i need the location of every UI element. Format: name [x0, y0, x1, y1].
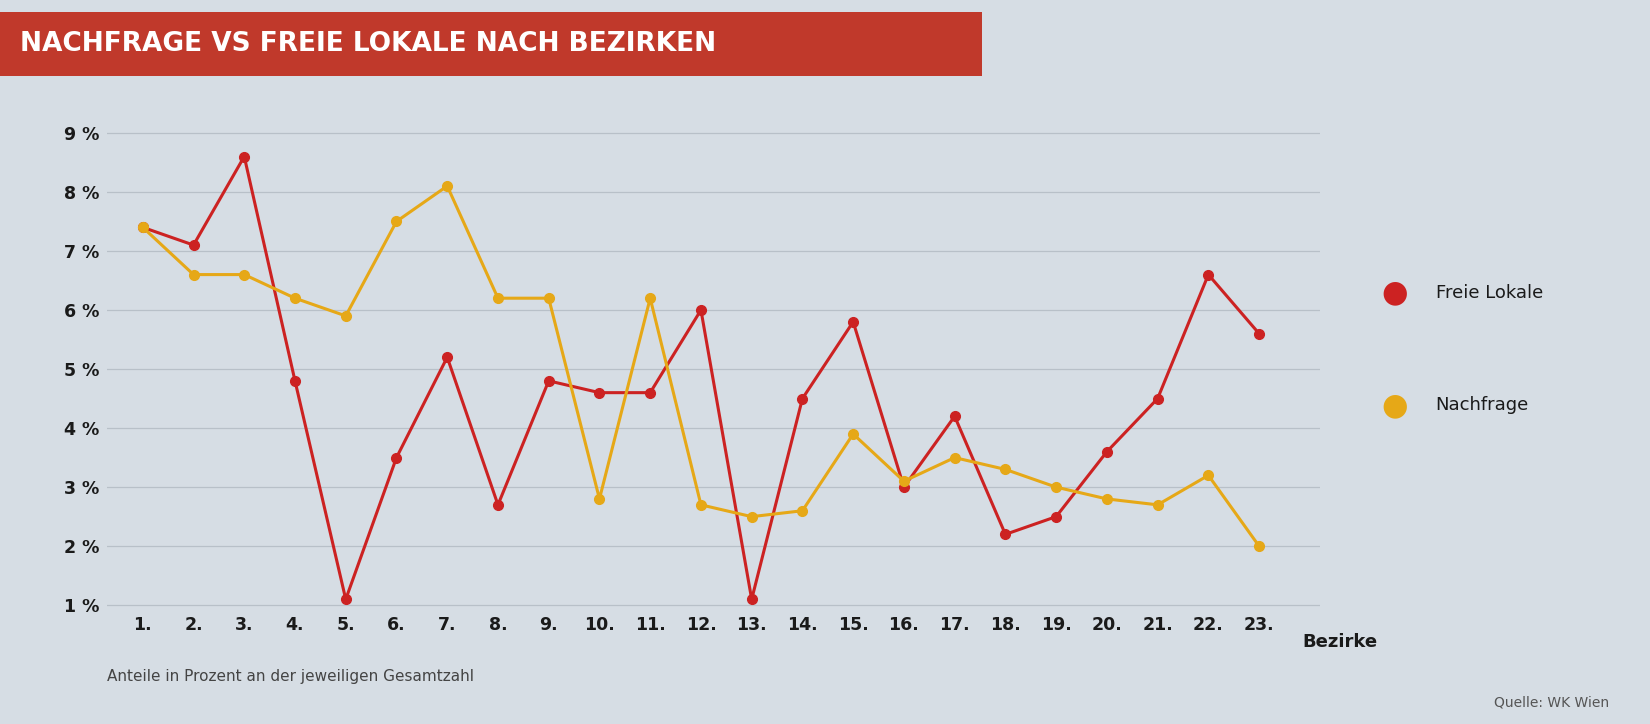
Nachfrage	[792, 506, 812, 515]
Nachfrage	[640, 294, 660, 303]
Freie Lokale	[843, 317, 863, 326]
Freie Lokale	[437, 353, 457, 361]
Nachfrage	[1097, 494, 1117, 503]
Freie Lokale	[488, 500, 508, 509]
Text: Quelle: WK Wien: Quelle: WK Wien	[1493, 696, 1609, 710]
Nachfrage	[894, 477, 914, 486]
Line: Freie Lokale: Freie Lokale	[139, 151, 1264, 604]
Nachfrage	[945, 453, 965, 462]
Freie Lokale	[234, 152, 254, 161]
Text: Nachfrage: Nachfrage	[1436, 397, 1530, 414]
Freie Lokale	[945, 412, 965, 421]
Nachfrage	[134, 223, 153, 232]
Nachfrage	[1148, 500, 1168, 509]
Nachfrage	[1249, 542, 1269, 550]
Nachfrage	[437, 182, 457, 190]
Line: Nachfrage: Nachfrage	[139, 181, 1264, 551]
Text: ●: ●	[1381, 391, 1407, 420]
Freie Lokale	[640, 388, 660, 397]
Freie Lokale	[1198, 270, 1218, 279]
Freie Lokale	[792, 395, 812, 403]
Text: NACHFRAGE VS FREIE LOKALE NACH BEZIRKEN: NACHFRAGE VS FREIE LOKALE NACH BEZIRKEN	[20, 31, 716, 57]
Freie Lokale	[540, 376, 559, 385]
Freie Lokale	[337, 595, 356, 604]
Nachfrage	[540, 294, 559, 303]
Nachfrage	[183, 270, 203, 279]
Nachfrage	[843, 429, 863, 438]
Nachfrage	[386, 217, 406, 226]
Nachfrage	[285, 294, 305, 303]
Freie Lokale	[134, 223, 153, 232]
Freie Lokale	[589, 388, 609, 397]
Freie Lokale	[1046, 513, 1066, 521]
Text: Freie Lokale: Freie Lokale	[1436, 285, 1543, 302]
Text: ●: ●	[1381, 279, 1407, 308]
Freie Lokale	[742, 595, 762, 604]
Freie Lokale	[894, 483, 914, 492]
Nachfrage	[742, 513, 762, 521]
Freie Lokale	[386, 453, 406, 462]
Nachfrage	[337, 311, 356, 320]
Freie Lokale	[1097, 447, 1117, 456]
Nachfrage	[488, 294, 508, 303]
Freie Lokale	[285, 376, 305, 385]
Nachfrage	[1046, 483, 1066, 492]
Freie Lokale	[1249, 329, 1269, 338]
Nachfrage	[995, 465, 1015, 473]
Freie Lokale	[691, 306, 711, 314]
Freie Lokale	[995, 530, 1015, 539]
Text: Bezirke: Bezirke	[1302, 633, 1378, 651]
Text: Anteile in Prozent an der jeweiligen Gesamtzahl: Anteile in Prozent an der jeweiligen Ges…	[107, 669, 474, 684]
Nachfrage	[691, 500, 711, 509]
Nachfrage	[589, 494, 609, 503]
Nachfrage	[234, 270, 254, 279]
Freie Lokale	[1148, 395, 1168, 403]
Freie Lokale	[183, 240, 203, 249]
Nachfrage	[1198, 471, 1218, 480]
